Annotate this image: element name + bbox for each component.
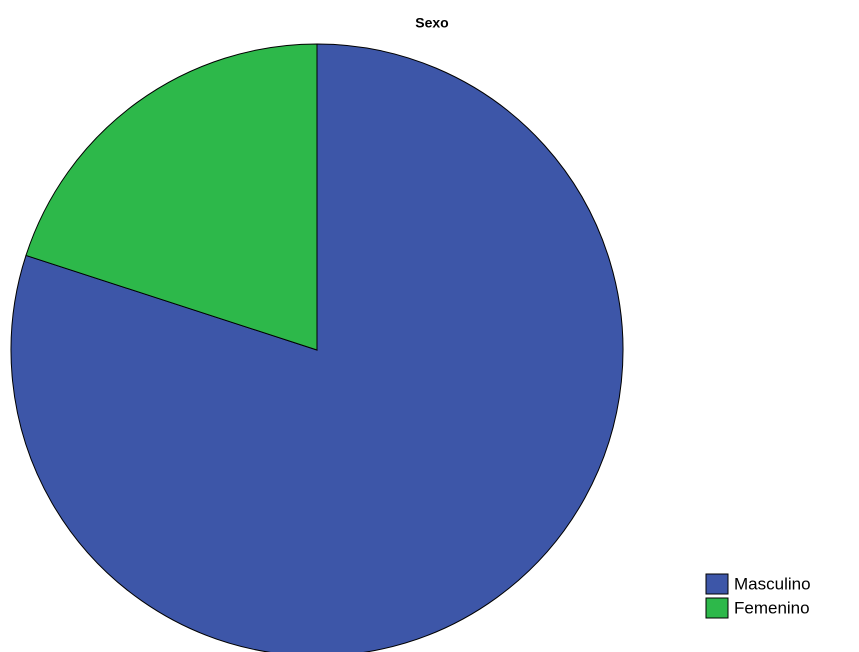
- legend-label: Masculino: [734, 574, 811, 593]
- pie-slice: [25, 43, 318, 351]
- legend-swatch: [705, 573, 729, 595]
- legend-label: Femenino: [734, 598, 810, 617]
- chart-title: Sexo: [415, 15, 448, 31]
- legend-swatch: [705, 597, 729, 619]
